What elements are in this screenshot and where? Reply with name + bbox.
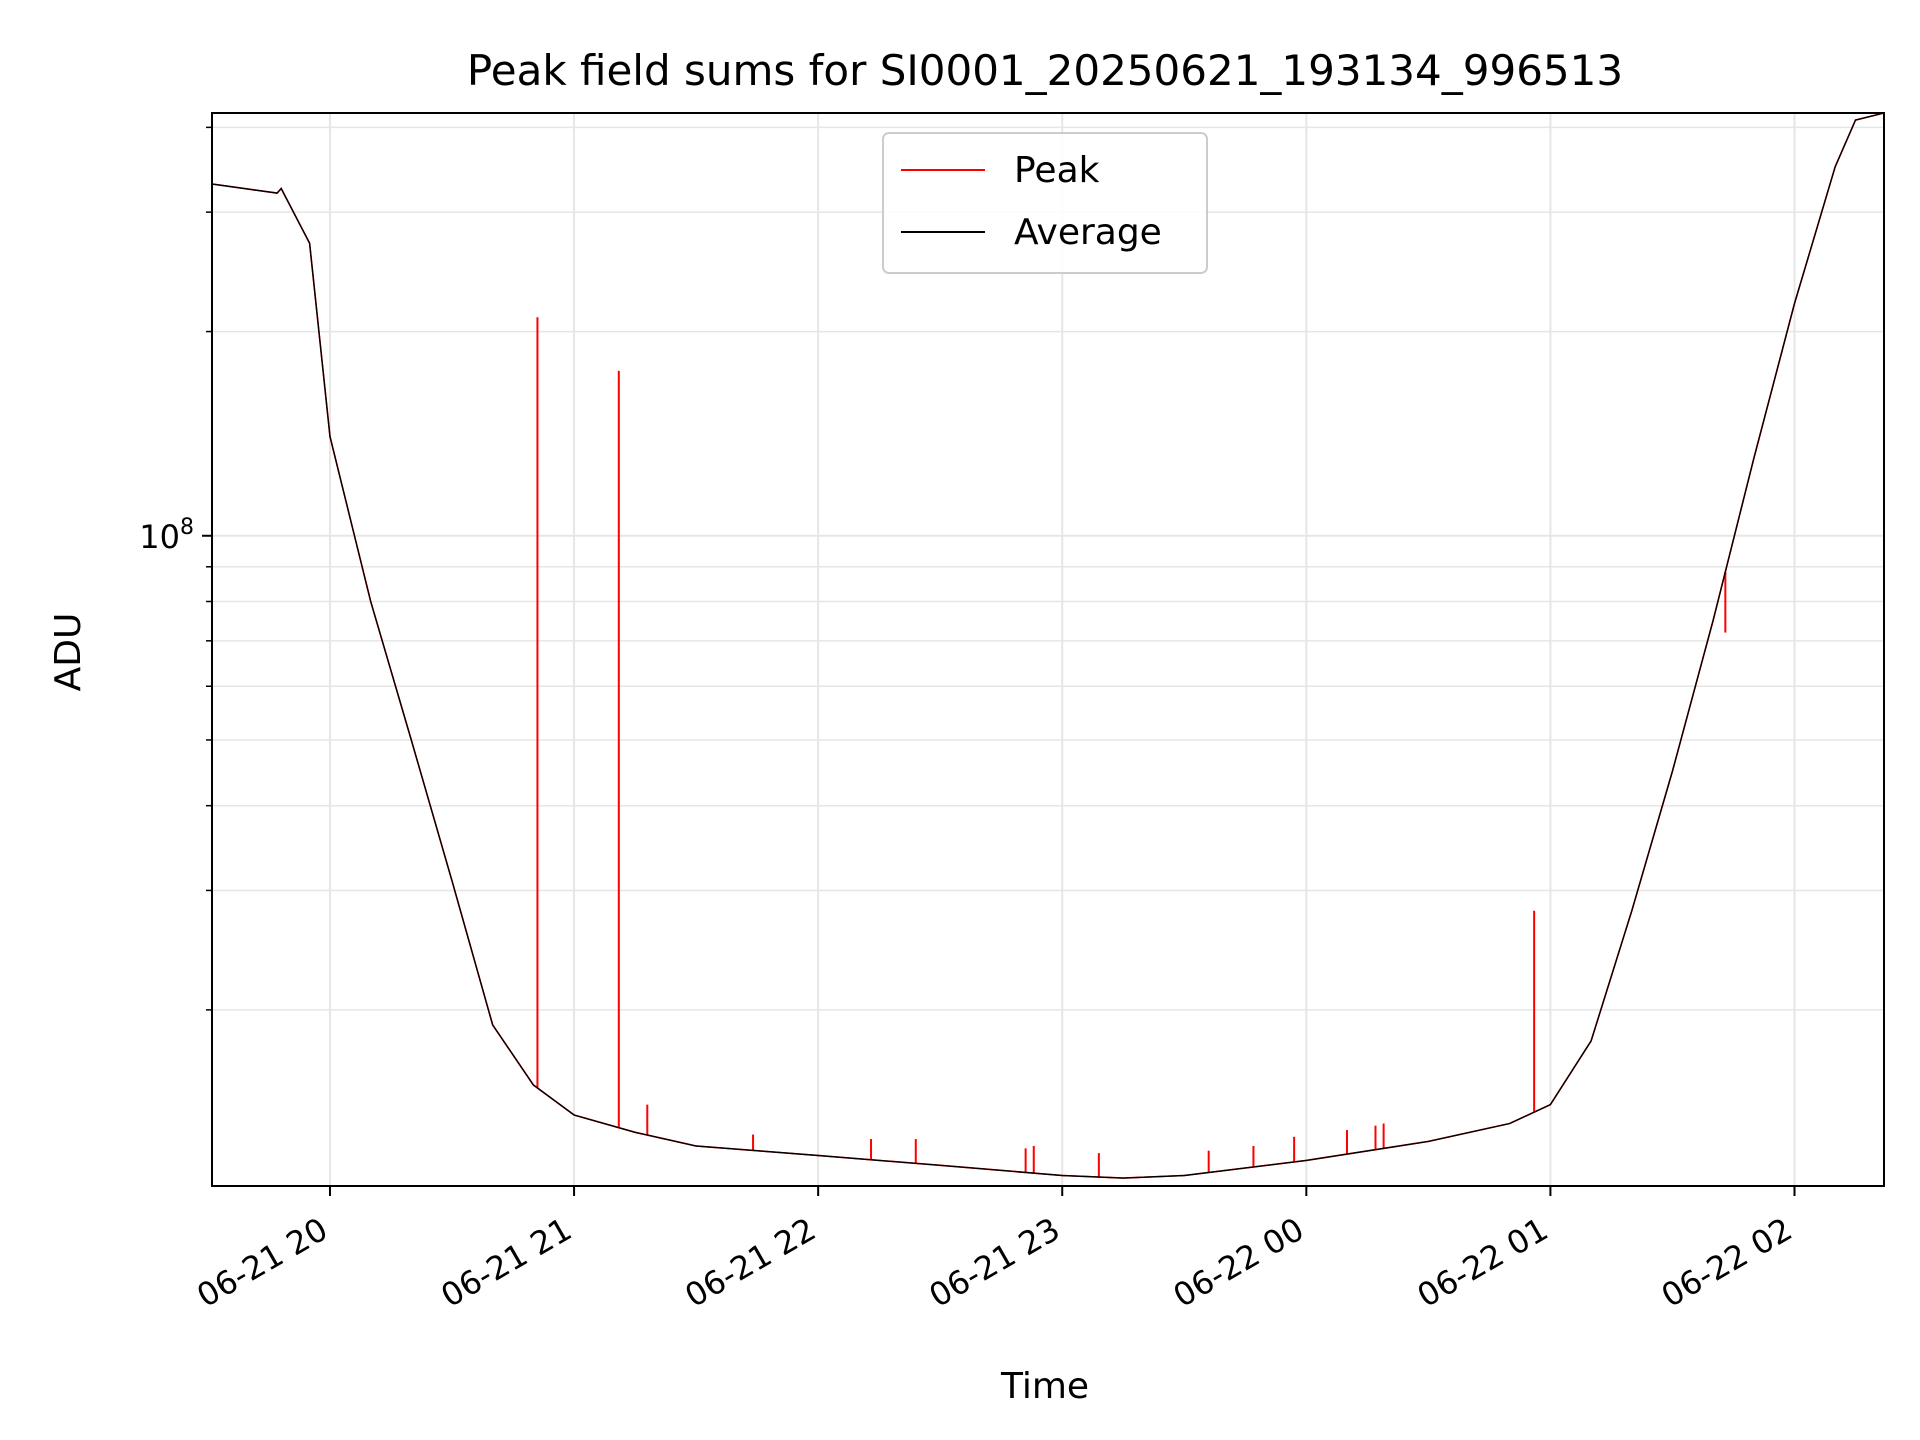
series-line-average [211, 112, 1885, 1179]
series-lines [211, 112, 1885, 1179]
y-axis-label: ADU [48, 613, 89, 692]
legend-label-peak: Peak [1014, 150, 1100, 191]
legend: Peak Average [882, 132, 1208, 274]
legend-box [882, 132, 1208, 274]
chart-title: Peak field sums for SI0001_20250621_1931… [467, 46, 1623, 95]
y-axis-ticks: 108 [139, 126, 212, 1011]
x-axis-label: Time [1000, 1366, 1089, 1407]
y-tick-label: 108 [139, 515, 194, 556]
gridlines [212, 113, 1884, 1186]
legend-label-average: Average [1014, 212, 1162, 253]
plot-frame [211, 112, 1885, 1187]
